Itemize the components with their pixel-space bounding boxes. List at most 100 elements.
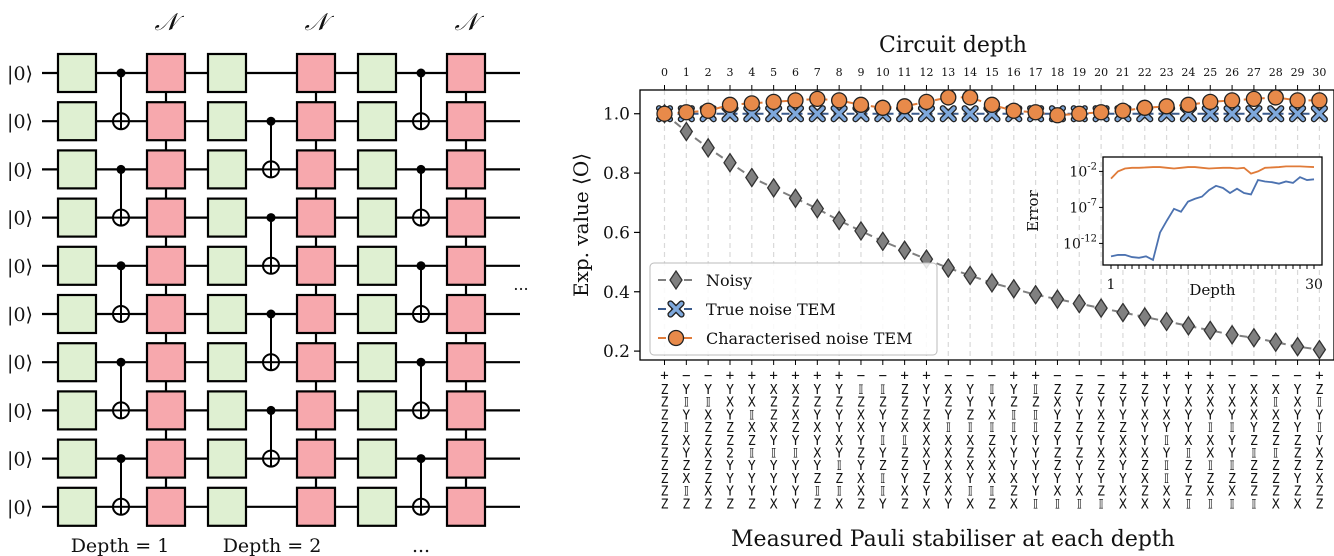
noise-gate bbox=[295, 438, 337, 479]
top-tick-label: 26 bbox=[1225, 66, 1239, 79]
top-tick-label: 21 bbox=[1116, 66, 1130, 79]
stabiliser-operator: 𝕀 bbox=[880, 434, 885, 449]
stabiliser-operator: 𝕀 bbox=[1011, 408, 1016, 423]
y-axis-label: Exp. value ⟨O⟩ bbox=[569, 153, 593, 297]
stabiliser-operator: Y bbox=[792, 434, 800, 449]
cnot-control-dot bbox=[416, 454, 426, 464]
stabiliser-operator: 2 bbox=[726, 447, 734, 462]
noise-gate bbox=[145, 101, 187, 142]
stabiliser-operator: Z bbox=[1250, 434, 1258, 449]
stabiliser-operator: 𝕀 bbox=[793, 447, 798, 462]
stabiliser-operator: Y bbox=[1228, 383, 1236, 398]
stabiliser-sign: + bbox=[726, 368, 734, 384]
noisy-point bbox=[941, 257, 956, 279]
noise-gate bbox=[295, 293, 337, 335]
noisy-point bbox=[1072, 293, 1087, 314]
stabiliser-operator: X bbox=[1097, 447, 1105, 462]
stabiliser-operator: 𝕀 bbox=[684, 396, 689, 411]
characterised-tem-point bbox=[809, 90, 826, 108]
stabiliser-operator: X bbox=[857, 408, 865, 423]
stabiliser-operator: Z bbox=[682, 459, 690, 474]
legend-label: Noisy bbox=[706, 271, 752, 290]
true-tem-mark bbox=[810, 106, 825, 121]
characterised-tem-point bbox=[1027, 104, 1044, 121]
noisy-point bbox=[897, 240, 912, 261]
stabiliser-operator: X bbox=[1206, 383, 1214, 398]
stabiliser-operator: Y bbox=[792, 472, 800, 487]
stabiliser-operator: Z bbox=[813, 396, 821, 411]
stabiliser-sign: + bbox=[1162, 368, 1170, 384]
stabiliser-operator: Y bbox=[792, 459, 800, 474]
top-tick-label: 22 bbox=[1138, 66, 1152, 79]
stabiliser-operator: Y bbox=[879, 447, 887, 462]
stabiliser-operator: 𝕀 bbox=[946, 421, 951, 436]
stabiliser-operator: Y bbox=[1032, 472, 1040, 487]
stabiliser-sign: − bbox=[1250, 368, 1258, 384]
noisy-point bbox=[766, 177, 781, 199]
stabiliser-operator: 𝕀 bbox=[1208, 459, 1213, 474]
qubit-initial-state: |0⟩ bbox=[7, 256, 33, 278]
stabiliser-operator: Z bbox=[661, 472, 669, 487]
legend-label: True noise TEM bbox=[706, 300, 836, 319]
characterised-tem-point bbox=[1158, 98, 1175, 115]
pauli-stabiliser-table: +ZZZZZZZZZZ−Y𝕀Y𝕀XYZX𝕀Z−Y𝕀XZZXZZXZ+YXYZZ2… bbox=[660, 368, 1323, 512]
stabiliser-operator: Y bbox=[857, 434, 865, 449]
top-tick-label: 30 bbox=[1312, 66, 1326, 79]
true-tem-mark bbox=[1224, 106, 1240, 121]
stabiliser-operator: Z bbox=[661, 485, 669, 500]
stabiliser-operator: X bbox=[1119, 497, 1127, 512]
stabiliser-operator: 𝕀 bbox=[1317, 421, 1322, 436]
stabiliser-sign: + bbox=[1206, 368, 1214, 384]
single-qubit-gate bbox=[356, 149, 398, 190]
stabiliser-operator: X bbox=[1315, 472, 1323, 487]
stabiliser-operator: Z bbox=[661, 434, 669, 449]
stabiliser-operator: Z bbox=[813, 497, 821, 512]
stabiliser-operator: Z bbox=[1294, 485, 1302, 500]
characterised-tem-point bbox=[667, 329, 685, 347]
stabiliser-operator: 𝕀 bbox=[1033, 497, 1038, 512]
stabiliser-operator: X bbox=[944, 434, 952, 449]
qubit-initial-state: |0⟩ bbox=[7, 304, 33, 326]
noise-gate bbox=[445, 390, 487, 431]
stabiliser-operator: 𝕀 bbox=[749, 447, 754, 462]
stabiliser-operator: X bbox=[748, 421, 756, 436]
stabiliser-operator: Z bbox=[835, 396, 843, 411]
stabiliser-operator: 𝕀 bbox=[749, 408, 754, 423]
single-qubit-gate bbox=[356, 293, 398, 335]
inset-y-tick-label: 10-12 bbox=[1063, 233, 1097, 252]
stabiliser-sign: + bbox=[922, 368, 930, 384]
top-tick-label: 14 bbox=[963, 66, 977, 79]
stabiliser-operator: X bbox=[944, 485, 952, 500]
stabiliser-operator: Z bbox=[1141, 459, 1149, 474]
inset-x-tick-label: 30 bbox=[1305, 277, 1323, 293]
top-tick-label: 13 bbox=[941, 66, 955, 79]
true-tem-mark bbox=[1246, 106, 1262, 121]
stabiliser-operator: Y bbox=[1119, 472, 1127, 487]
stabiliser-operator: Z bbox=[661, 383, 669, 398]
top-tick-label: 25 bbox=[1203, 66, 1217, 79]
stabiliser-operator: Y bbox=[1075, 472, 1083, 487]
characterised-tem-point bbox=[1245, 90, 1263, 108]
stabiliser-operator: Z bbox=[1075, 383, 1083, 398]
noisy-point bbox=[1225, 324, 1239, 345]
stabiliser-operator: Y bbox=[1141, 396, 1149, 411]
top-tick-label: 19 bbox=[1072, 66, 1086, 79]
stabiliser-sign: − bbox=[1272, 368, 1280, 384]
stabiliser-operator: Z bbox=[1010, 485, 1018, 500]
true-tem-point bbox=[1267, 105, 1285, 123]
single-qubit-gate bbox=[56, 438, 98, 479]
true-tem-mark bbox=[1203, 106, 1218, 121]
true-tem-point bbox=[939, 105, 957, 123]
single-qubit-gate bbox=[356, 486, 398, 527]
stabiliser-operator: Y bbox=[879, 408, 887, 423]
single-qubit-gate bbox=[56, 342, 98, 383]
stabiliser-operator: Z bbox=[704, 434, 712, 449]
stabiliser-operator: Z bbox=[857, 497, 865, 512]
stabiliser-operator: X bbox=[1294, 497, 1302, 512]
stabiliser-operator: Z bbox=[901, 396, 909, 411]
stabiliser-operator: X bbox=[923, 497, 931, 512]
stabiliser-operator: Y bbox=[1075, 459, 1083, 474]
stabiliser-operator: 𝕀 bbox=[1251, 497, 1256, 512]
single-qubit-gate bbox=[356, 438, 398, 479]
stabiliser-operator: Z bbox=[966, 447, 974, 462]
